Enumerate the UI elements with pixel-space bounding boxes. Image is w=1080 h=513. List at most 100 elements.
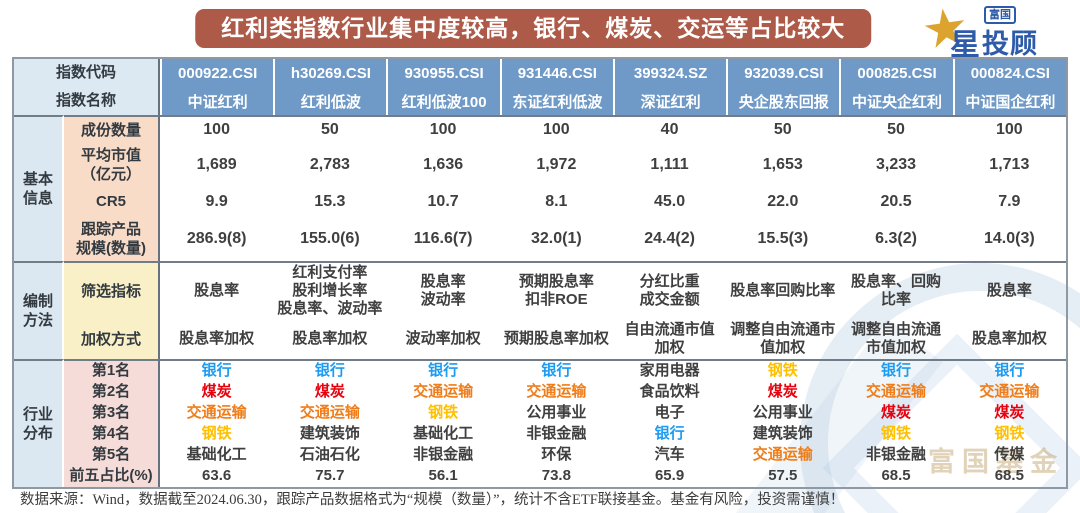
table-row: CR5 9.9 15.3 10.7 8.1 45.0 22.0 20.5 7.9 [14, 187, 1066, 216]
value-cell: 57.5 [768, 467, 798, 484]
table-row: 平均市值 （亿元） 1,689 2,783 1,636 1,972 1,111 1,653 3… [14, 143, 1066, 187]
value-cell: 钢铁 [428, 403, 459, 421]
value-cell: 钢铁 [201, 424, 232, 442]
value-cell: 银行 [499, 359, 613, 381]
value-cell: 股息率 [952, 261, 1066, 319]
value-cell: 建筑装饰 [299, 424, 360, 442]
value-cell: 1,713 [989, 156, 1030, 173]
value-cell: 40 [612, 115, 727, 143]
index-name: 中证国企红利 [952, 87, 1066, 115]
value-cell: 股息率加权 [179, 330, 255, 347]
index-code: 931446.CSI [499, 59, 613, 87]
value-cell: 银行 [654, 424, 685, 442]
index-name: 央企股东回报 [726, 87, 840, 115]
value-cell: 50 [839, 115, 953, 143]
header-row-labels: 指数代码 指数名称 [14, 59, 161, 115]
logo-xing-character: 星 [950, 29, 980, 62]
value-cell: 建筑装饰 [752, 424, 813, 442]
value-cell: 22.0 [767, 192, 799, 210]
value-cell: 交通运输 [413, 382, 474, 400]
value-cell: 9.9 [205, 192, 228, 210]
row-label: 加权方式 [64, 319, 161, 359]
value-cell: 45.0 [654, 192, 686, 210]
index-code: 930955.CSI [386, 59, 500, 87]
value-cell: 155.0(6) [300, 229, 360, 247]
value-cell: 股息率回购比率 [726, 261, 840, 319]
value-cell: 交通运输 [526, 382, 587, 400]
value-cell: 50 [726, 115, 840, 143]
logo-brand-badge: 富国 [984, 6, 1016, 24]
value-cell: 煤炭 [314, 382, 345, 400]
value-cell: 68.5 [881, 467, 911, 484]
table-row: 加权方式 股息率加权 股息率加权 波动率加权 预期股息率加权 自由流通市值 加权 调整自由流… [14, 319, 1066, 359]
value-cell: 非银金融 [413, 445, 474, 463]
index-name: 东证红利低波 [499, 87, 613, 115]
watermark-text: 富国基金 [928, 447, 1064, 477]
value-cell: 2,783 [309, 156, 350, 173]
value-cell: 56.1 [428, 467, 458, 484]
table-row: 第2名 煤炭 煤炭 交通运输 交通运输 食品饮料 煤炭 交通运输 交通运输 [14, 381, 1066, 402]
value-cell: 石油石化 [299, 445, 360, 463]
section-group-label: 行业 分布 [14, 359, 64, 487]
row-label: 第5名 [64, 444, 161, 465]
value-cell: 银行 [386, 359, 500, 381]
value-cell: 24.4(2) [644, 229, 695, 247]
index-name: 中证央企红利 [839, 87, 953, 115]
value-cell: 286.9(8) [186, 229, 247, 247]
value-cell: 交通运输 [752, 445, 813, 463]
value-cell: 75.7 [315, 467, 345, 484]
value-cell: 10.7 [427, 192, 459, 210]
index-comparison-table: 指数代码 指数名称 000922.CSI h30269.CSI 930955.CSI 93… [12, 57, 1068, 489]
row-label: 平均市值 （亿元） [64, 143, 161, 187]
row-label: 前五占比(%) [64, 465, 161, 487]
value-cell: 73.8 [541, 467, 571, 484]
value-cell: 7.9 [998, 192, 1021, 210]
value-cell: 汽车 [654, 445, 685, 463]
value-cell: 预期股息率 扣非ROE [499, 261, 613, 319]
value-cell: 红利支付率 股利增长率 股息率、波动率 [273, 261, 387, 319]
value-cell: 环保 [541, 445, 572, 463]
value-cell: 8.1 [545, 192, 568, 210]
value-cell: 食品饮料 [639, 382, 700, 400]
value-cell: 3,233 [876, 156, 917, 173]
fuguo-star-advisor-logo: ★ 星 富国 投顾 [918, 0, 1070, 62]
table-row: 第4名 钢铁 建筑装饰 基础化工 非银金融 银行 建筑装饰 钢铁 钢铁 [14, 423, 1066, 444]
value-cell: 银行 [952, 359, 1066, 381]
section-group-label: 基本 信息 [14, 115, 64, 261]
value-cell: 煤炭 [994, 403, 1025, 421]
table-row: 第3名 交通运输 交通运输 钢铁 公用事业 电子 公用事业 煤炭 煤炭 [14, 402, 1066, 423]
row-label: CR5 [64, 187, 161, 216]
value-cell: 50 [273, 115, 387, 143]
value-cell: 波动率加权 [405, 330, 481, 347]
value-cell: 预期股息率加权 [503, 330, 609, 347]
value-cell: 1,653 [762, 156, 803, 173]
value-cell: 股息率 波动率 [386, 261, 500, 319]
value-cell: 100 [499, 115, 613, 143]
value-cell: 调整自由流通 市值加权 [851, 321, 942, 356]
index-code: 000824.CSI [952, 59, 1066, 87]
row-label: 第1名 [64, 359, 161, 381]
value-cell: 交通运输 [866, 382, 927, 400]
value-cell: 银行 [160, 359, 274, 381]
index-code: 399324.SZ [612, 59, 727, 87]
value-cell: 钢铁 [726, 359, 840, 381]
value-cell: 银行 [839, 359, 953, 381]
value-cell: 116.6(7) [413, 229, 473, 247]
value-cell: 调整自由流通市 值加权 [730, 321, 836, 356]
index-code: 000922.CSI [160, 59, 274, 87]
value-cell: 交通运输 [186, 403, 247, 421]
data-source-note: 数据来源：Wind，数据截至2024.06.30，跟踪产品数据格式为“规模（数量… [20, 492, 845, 508]
value-cell: 钢铁 [994, 424, 1025, 442]
row-label: 第3名 [64, 402, 161, 423]
value-cell: 电子 [654, 403, 685, 421]
index-name: 深证红利 [612, 87, 727, 115]
table-row: 行业 分布 第1名 银行 银行 银行 银行 家用电器 钢铁 银行 银行 [14, 359, 1066, 487]
value-cell: 6.3(2) [875, 229, 917, 247]
value-cell: 非银金融 [526, 424, 587, 442]
value-cell: 银行 [273, 359, 387, 381]
row-label: 筛选指标 [64, 261, 161, 319]
value-cell: 100 [386, 115, 500, 143]
page-title: 红利类指数行业集中度较高，银行、煤炭、交运等占比较大 [195, 9, 872, 48]
logo-brand-name: 投顾 [982, 29, 1038, 59]
value-cell: 1,689 [196, 156, 237, 173]
